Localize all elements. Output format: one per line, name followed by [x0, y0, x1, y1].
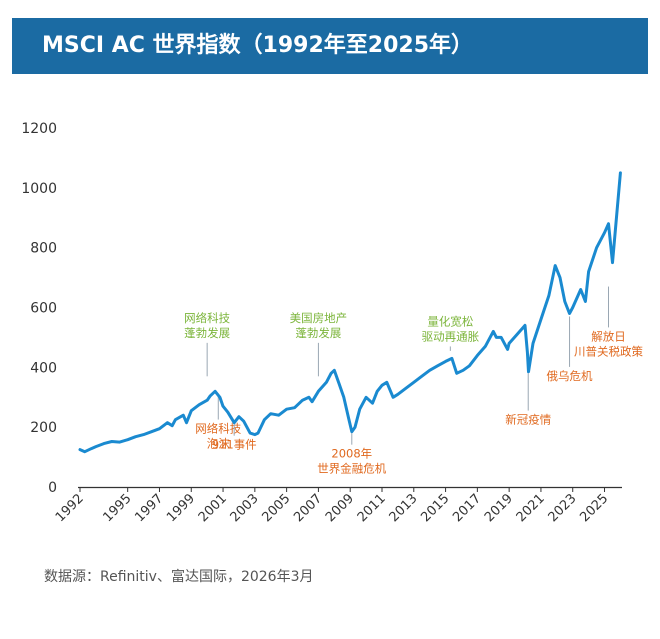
y-tick-label: 800 [30, 241, 57, 257]
x-axis: 1992 199519971999200120032005200720092011… [53, 486, 622, 525]
y-tick-label: 600 [30, 301, 57, 317]
x-tick-label: 2011 [355, 491, 389, 525]
annotation-label: 网络科技 [195, 422, 241, 436]
series-line [78, 171, 622, 454]
x-tick-label: 2019 [482, 491, 516, 525]
annotation-label: 蓬勃发展 [184, 326, 230, 340]
x-tick-label: 2007 [291, 491, 325, 525]
x-tick-label: 2005 [259, 491, 293, 525]
annotation-label: 新冠疫情 [505, 413, 551, 427]
y-tick-label: 0 [48, 480, 57, 496]
x-tick-label: 2017 [450, 491, 484, 525]
x-tick-label: 1992 [53, 491, 87, 525]
annotation-label: 美国房地产 [290, 311, 348, 325]
chart-title: MSCI AC 世界指数（1992年至2025年） [42, 33, 474, 58]
annotation-label: 川普关税政策 [574, 344, 643, 358]
annotation-label: 驱动再通胀 [422, 329, 480, 343]
annotation-label: 911事件 [212, 438, 257, 452]
y-tick-label: 200 [30, 420, 57, 436]
x-tick-label: 2021 [514, 491, 548, 525]
annotation-label: 量化宽松 [427, 314, 473, 328]
y-axis: 0 200 400 600 800 1000 1200 [21, 121, 57, 496]
x-tick-label: 1999 [164, 491, 198, 525]
x-tick-label: 2009 [323, 491, 357, 525]
x-tick-label: 2013 [387, 491, 421, 525]
y-tick-label: 400 [30, 360, 57, 376]
annotation-label: 泡沫 [207, 437, 230, 451]
annotation-label: 俄乌危机 [547, 369, 593, 383]
y-tick-label: 1000 [21, 181, 57, 197]
annotation-label: 网络科技 [184, 311, 230, 325]
x-tick-label: 1995 [101, 491, 135, 525]
x-tick-label: 2025 [577, 491, 611, 525]
x-tick-label: 2003 [228, 491, 262, 525]
x-tick-label: 2015 [418, 491, 452, 525]
x-tick-label: 2001 [196, 491, 230, 525]
y-tick-label: 1200 [21, 121, 57, 137]
x-tick-label: 2023 [546, 491, 580, 525]
annotation-label: 2008年 [331, 447, 372, 461]
annotation-label: 蓬勃发展 [295, 326, 341, 340]
annotation-label: 解放日 [591, 329, 626, 343]
annotations: 网络科技蓬勃发展网络科技泡沫911事件美国房地产蓬勃发展2008年世界金融危机量… [184, 286, 643, 476]
source-note: 数据源：Refinitiv、富达国际，2026年3月 [44, 569, 314, 585]
title-bar: MSCI AC 世界指数（1992年至2025年） [12, 18, 648, 74]
x-tick-label: 1997 [132, 491, 166, 525]
series [78, 171, 622, 454]
annotation-label: 世界金融危机 [317, 462, 386, 476]
